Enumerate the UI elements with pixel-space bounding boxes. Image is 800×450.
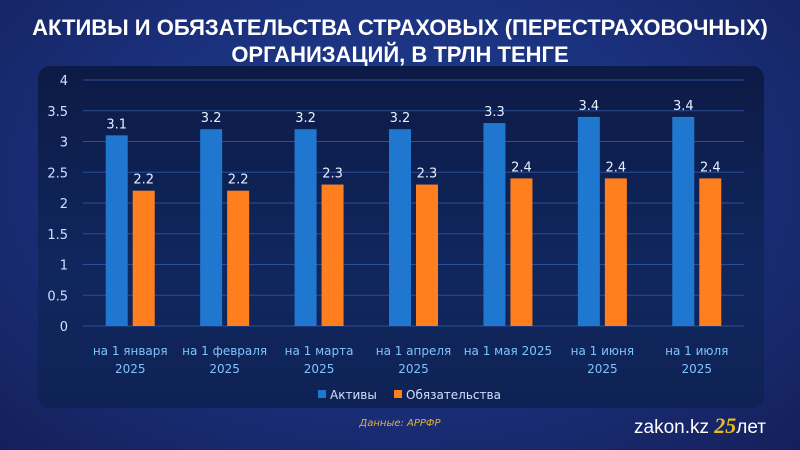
bar-assets: [483, 123, 506, 326]
bar-assets: [294, 129, 317, 326]
y-tick-label: 3.5: [47, 105, 68, 120]
y-tick-label: 0: [60, 320, 68, 335]
x-tick-label: 2025: [304, 362, 335, 376]
y-tick-label: 2: [60, 197, 68, 212]
bar-liabilities: [416, 184, 438, 326]
x-tick-label: на 1 февраля: [182, 344, 267, 358]
x-tick-label: 2025: [398, 362, 429, 376]
y-tick-label: 2.5: [47, 166, 68, 181]
x-tick-label: на 1 мая 2025: [464, 344, 552, 358]
x-tick-label: на 1 апреля: [376, 344, 452, 358]
x-tick-label: на 1 марта: [285, 344, 354, 358]
data-label: 3.2: [201, 111, 222, 126]
data-label: 2.3: [417, 167, 438, 182]
chart-title: АКТИВЫ И ОБЯЗАТЕЛЬСТВА СТРАХОВЫХ (ПЕРЕСТ…: [32, 15, 768, 67]
x-tick-label: 2025: [115, 362, 146, 376]
data-label: 2.4: [606, 160, 627, 175]
legend-swatch: [318, 390, 326, 398]
bar-liabilities: [132, 190, 155, 326]
logo: zakon.kz 25лет: [634, 413, 766, 438]
bar-assets: [577, 116, 600, 327]
data-label: 3.2: [295, 111, 316, 126]
data-label: 3.4: [673, 99, 694, 114]
y-tick-label: 1.5: [47, 228, 68, 243]
bar-liabilities: [227, 190, 250, 326]
legend-label: Активы: [330, 388, 377, 402]
x-tick-label: 2025: [587, 362, 618, 376]
data-label: 2.3: [322, 167, 343, 182]
data-label: 2.2: [228, 173, 249, 188]
legend-label: Обязательства: [406, 388, 501, 402]
bar-liabilities: [510, 178, 533, 326]
data-label: 2.2: [133, 173, 154, 188]
bar-assets: [389, 129, 411, 326]
x-tick-label: на 1 января: [93, 344, 168, 358]
data-label: 3.4: [579, 99, 600, 114]
y-tick-label: 4: [60, 74, 68, 89]
data-label: 2.4: [511, 160, 532, 175]
source-note: Данные: АРРФР: [359, 418, 441, 429]
x-tick-label: на 1 июня: [571, 344, 634, 358]
legend-swatch: [394, 390, 402, 398]
x-tick-label: 2025: [209, 362, 240, 376]
x-tick-label: на 1 июля: [665, 344, 728, 358]
data-label: 3.3: [484, 105, 505, 120]
bar-liabilities: [699, 178, 722, 326]
bar-assets: [105, 135, 128, 326]
bar-liabilities: [321, 184, 344, 326]
y-tick-label: 1: [60, 259, 68, 274]
bar-assets: [200, 129, 223, 326]
data-label: 2.4: [700, 160, 721, 175]
data-label: 3.1: [106, 117, 127, 132]
y-tick-label: 3: [60, 136, 68, 151]
data-label: 3.2: [390, 111, 411, 126]
y-tick-label: 0.5: [47, 289, 68, 304]
bar-assets: [672, 116, 695, 327]
bar-liabilities: [604, 178, 627, 326]
x-tick-label: 2025: [682, 362, 713, 376]
